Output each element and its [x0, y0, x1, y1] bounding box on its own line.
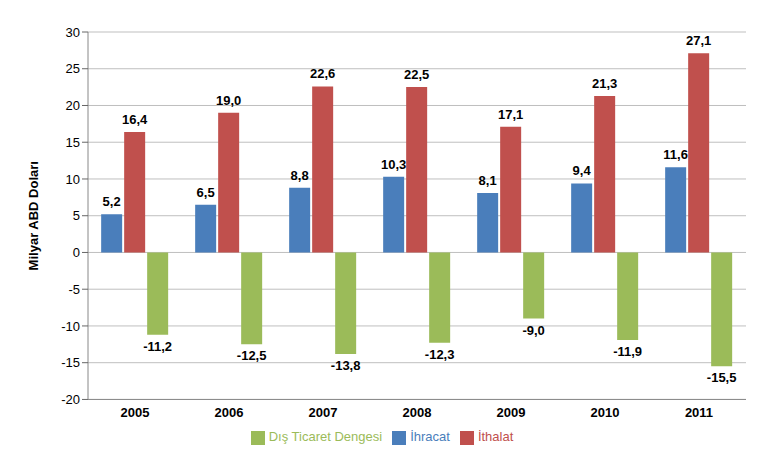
svg-text:-9,0: -9,0	[522, 323, 544, 338]
svg-text:2011: 2011	[685, 405, 713, 420]
svg-text:-11,9: -11,9	[613, 344, 642, 359]
svg-text:6,5: 6,5	[197, 185, 215, 200]
svg-text:27,1: 27,1	[686, 33, 711, 48]
html-text:İhracat: İhracat	[410, 429, 450, 445]
svg-text:-15: -15	[61, 355, 80, 370]
svg-text:-12,5: -12,5	[237, 348, 267, 363]
svg-text:2005: 2005	[121, 405, 150, 420]
svg-text:2007: 2007	[309, 405, 338, 420]
svg-text:19,0: 19,0	[216, 93, 241, 108]
svg-text:2009: 2009	[497, 405, 526, 420]
svg-text:11,6: 11,6	[663, 147, 688, 162]
svg-text:-13,8: -13,8	[331, 358, 361, 373]
html-text:Dış Ticaret Dengesi: Dış Ticaret Dengesi	[268, 429, 383, 445]
svg-text:9,4: 9,4	[573, 163, 592, 178]
svg-text:25: 25	[66, 61, 80, 76]
svg-text:-11,2: -11,2	[143, 339, 172, 354]
svg-text:17,1: 17,1	[498, 107, 523, 122]
svg-text:16,4: 16,4	[122, 112, 148, 127]
svg-text:5,2: 5,2	[103, 194, 121, 209]
svg-text:-10: -10	[61, 319, 80, 334]
svg-text:5: 5	[73, 208, 80, 223]
svg-text:20: 20	[66, 98, 80, 113]
svg-text:-20: -20	[61, 392, 80, 407]
svg-text:21,3: 21,3	[592, 76, 617, 91]
svg-text:-5: -5	[68, 282, 80, 297]
svg-text:8,8: 8,8	[291, 168, 309, 183]
svg-text:22,6: 22,6	[310, 66, 335, 81]
svg-text:2008: 2008	[403, 405, 432, 420]
svg-text:0: 0	[73, 245, 80, 260]
svg-text:2006: 2006	[215, 405, 244, 420]
svg-text:30: 30	[66, 25, 80, 40]
svg-text:15: 15	[66, 135, 80, 150]
svg-text:10: 10	[66, 172, 80, 187]
svg-text:-12,3: -12,3	[425, 347, 455, 362]
svg-text:10,3: 10,3	[381, 157, 406, 172]
svg-text:Milyar ABD Doları: Milyar ABD Doları	[26, 161, 41, 270]
svg-text:8,1: 8,1	[479, 173, 497, 188]
svg-text:2010: 2010	[591, 405, 620, 420]
svg-text:-15,5: -15,5	[707, 370, 737, 385]
html-text:İthalat: İthalat	[477, 429, 514, 445]
svg-text:22,5: 22,5	[404, 67, 429, 82]
